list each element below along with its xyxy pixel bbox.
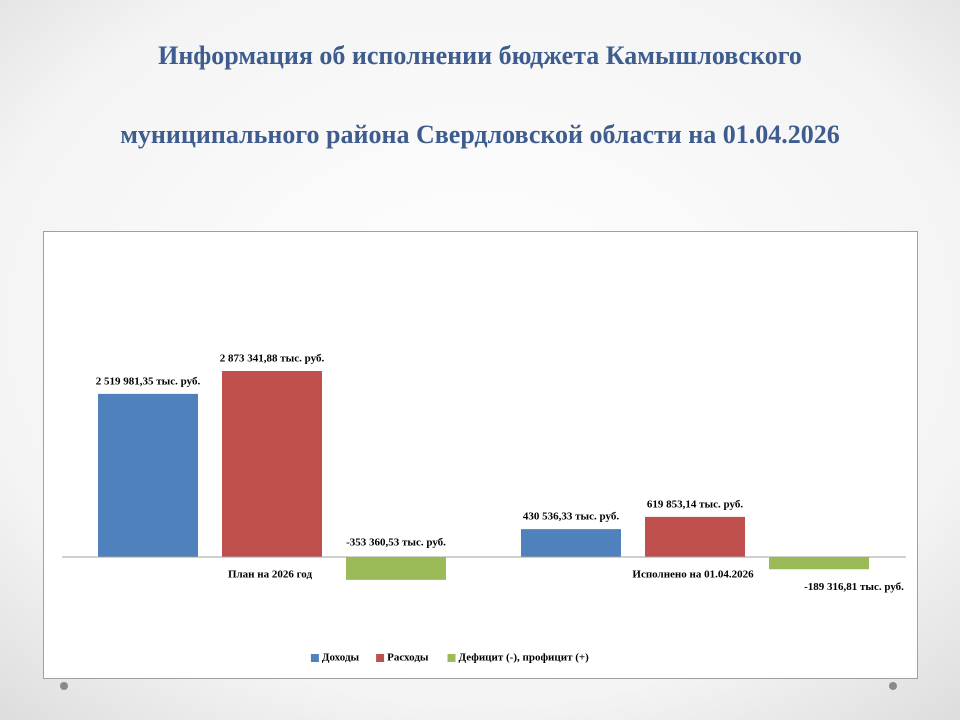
category-label: Исполнено на 01.04.2026 (632, 569, 754, 581)
legend-label: Доходы (322, 652, 360, 664)
bar (769, 557, 869, 570)
bar (521, 529, 621, 557)
legend-swatch (447, 654, 456, 662)
category-label: План на 2026 год (228, 569, 313, 581)
value-label: 2 873 341,88 тыс. руб. (220, 353, 325, 365)
decor-dot (889, 682, 897, 690)
value-label: 2 519 981,35 тыс. руб. (96, 375, 201, 387)
legend-swatch (376, 654, 385, 662)
bar (98, 393, 198, 557)
value-label: 430 536,33 тыс. руб. (523, 511, 619, 523)
value-label: 619 853,14 тыс. руб. (647, 498, 743, 510)
value-label: -189 316,81 тыс. руб. (804, 581, 904, 593)
bar (645, 516, 745, 557)
title-line: Информация об исполнении бюджета Камышло… (158, 41, 802, 70)
legend-label: Расходы (387, 652, 429, 664)
bar (346, 557, 446, 580)
value-label: -353 360,53 тыс. руб. (346, 537, 446, 549)
legend-label: Дефицит (-), профицит (+) (459, 652, 590, 664)
decor-dot (60, 682, 68, 690)
title-line: муниципального района Свердловской облас… (120, 120, 840, 149)
bar (222, 371, 322, 557)
legend-swatch (310, 654, 319, 662)
